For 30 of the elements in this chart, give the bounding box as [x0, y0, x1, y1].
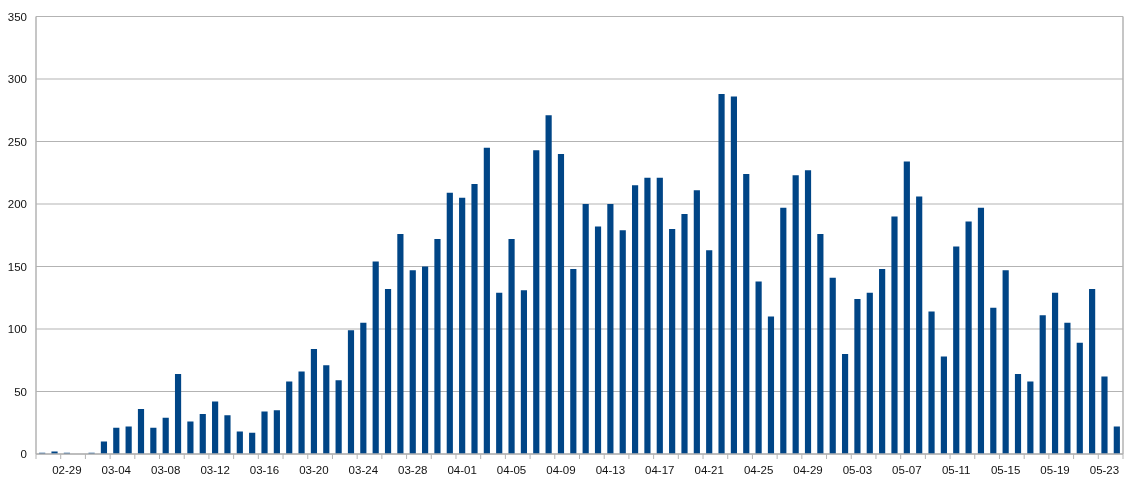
x-tick-label: 04-25	[743, 464, 774, 476]
y-tick-label: 50	[14, 385, 27, 398]
x-tick-label: 04-01	[447, 464, 477, 476]
x-tick-label: 03-08	[150, 464, 181, 476]
x-tick-label: 04-05	[496, 464, 527, 476]
x-tick-label: 05-03	[842, 464, 873, 476]
x-tick-label: 03-12	[200, 464, 230, 476]
y-tick-label: 0	[20, 448, 27, 461]
y-tick-label: 200	[7, 198, 27, 211]
x-tick-label: 03-20	[299, 464, 329, 476]
y-tick-label: 350	[7, 10, 27, 23]
x-tick-label: 04-21	[694, 464, 724, 476]
x-tick-label: 03-28	[398, 464, 428, 476]
x-tick-label: 05-19	[1040, 464, 1070, 476]
y-tick-label: 150	[7, 260, 27, 273]
x-tick-label: 02-29	[52, 464, 82, 476]
y-tick-label: 250	[7, 135, 27, 148]
x-tick-label: 04-13	[595, 464, 626, 476]
y-tick-label: 300	[7, 73, 27, 86]
x-tick-label: 05-23	[1089, 464, 1120, 476]
x-tick-label: 04-29	[793, 464, 823, 476]
x-tick-label: 04-17	[645, 464, 675, 476]
x-tick-label: 04-09	[546, 464, 576, 476]
x-tick-label: 03-16	[249, 464, 280, 476]
x-tick-label: 03-04	[101, 464, 132, 476]
x-tick-label: 03-24	[348, 464, 379, 476]
x-tick-label: 05-07	[892, 464, 922, 476]
x-tick-label: 05-15	[990, 464, 1021, 476]
x-tick-label: 05-11	[941, 464, 971, 476]
y-tick-label: 100	[7, 323, 27, 336]
